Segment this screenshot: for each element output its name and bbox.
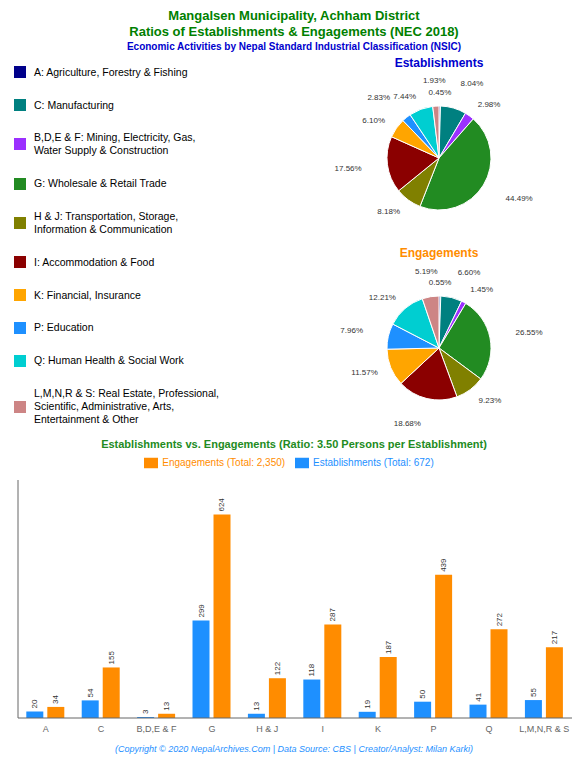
svg-text:P: P (430, 724, 436, 734)
html-text:P: Education: P: Education (34, 321, 94, 334)
svg-text:6.60%: 6.60% (458, 268, 481, 277)
svg-text:13: 13 (252, 701, 261, 710)
svg-text:34: 34 (51, 694, 60, 703)
svg-text:2.83%: 2.83% (367, 93, 390, 102)
svg-text:1.93%: 1.93% (423, 76, 446, 85)
svg-text:287: 287 (328, 608, 337, 622)
svg-text:Q: Q (485, 724, 492, 734)
svg-text:7.96%: 7.96% (340, 326, 363, 335)
svg-text:12.21%: 12.21% (369, 293, 396, 302)
svg-text:5.19%: 5.19% (415, 267, 438, 276)
svg-text:122: 122 (273, 661, 282, 675)
html-text:Engagements (Total: 2,350): Engagements (Total: 2,350) (162, 456, 286, 468)
html-text:Engagements: Engagements (399, 246, 479, 260)
html-text:Establishments (Total: 672): Establishments (Total: 672) (313, 456, 434, 468)
html-text:Establishments: Establishments (394, 56, 484, 70)
svg-text:299: 299 (197, 604, 206, 618)
svg-text:11.57%: 11.57% (351, 368, 378, 377)
html-text:L,M,N,R & S: Real Estate, Prof: L,M,N,R & S: Real Estate, Professional, … (34, 387, 219, 426)
svg-text:2.98%: 2.98% (478, 100, 501, 109)
svg-text:0.55%: 0.55% (429, 278, 452, 287)
svg-text:55: 55 (529, 688, 538, 697)
svg-text:C: C (98, 724, 105, 734)
svg-text:217: 217 (550, 630, 559, 644)
svg-text:3: 3 (141, 709, 150, 714)
svg-text:44.49%: 44.49% (506, 194, 533, 203)
html-text:A: Agriculture, Forestry & Fis: A: Agriculture, Forestry & Fishing (34, 65, 188, 78)
html-text:Mangalsen Municipality, Achham: Mangalsen Municipality, Achham District (168, 8, 420, 23)
html-text:C: Manufacturing: C: Manufacturing (34, 98, 114, 111)
html-text:Q: Human Health & Social Work: Q: Human Health & Social Work (34, 354, 184, 367)
svg-text:8.04%: 8.04% (461, 79, 484, 88)
svg-text:6.10%: 6.10% (362, 116, 385, 125)
html-text:Establishments vs. Engagements: Establishments vs. Engagements (Ratio: 3… (101, 438, 487, 450)
html-text:Economic Activities by Nepal S: Economic Activities by Nepal Standard In… (126, 41, 462, 52)
svg-text:7.44%: 7.44% (393, 92, 416, 101)
svg-text:K: K (375, 724, 381, 734)
svg-text:H & J: H & J (256, 724, 278, 734)
svg-text:I: I (321, 724, 324, 734)
svg-text:54: 54 (86, 688, 95, 697)
svg-text:8.18%: 8.18% (377, 207, 400, 216)
svg-text:17.56%: 17.56% (335, 164, 362, 173)
html-text:Ratios of Establishments & Eng: Ratios of Establishments & Engagements (… (129, 24, 459, 39)
html-text:I: Accommodation & Food: I: Accommodation & Food (34, 255, 155, 268)
svg-text:G: G (208, 724, 215, 734)
svg-text:A: A (43, 724, 49, 734)
svg-text:0.45%: 0.45% (429, 88, 452, 97)
svg-text:187: 187 (384, 640, 393, 654)
svg-text:118: 118 (307, 663, 316, 676)
svg-text:26.55%: 26.55% (516, 328, 543, 337)
svg-text:B,D,E & F: B,D,E & F (136, 724, 177, 734)
svg-text:L,M,N,R & S: L,M,N,R & S (519, 724, 569, 734)
svg-text:155: 155 (107, 651, 116, 665)
html-text:B,D,E & F: Mining, Electricity: B,D,E & F: Mining, Electricity, Gas, Wat… (34, 131, 196, 157)
html-text:(Copyright © 2020 NepalArchive: (Copyright © 2020 NepalArchives.Com | Da… (115, 744, 473, 754)
svg-text:19: 19 (363, 699, 372, 708)
svg-text:272: 272 (495, 612, 504, 626)
html-text:H & J: Transportation, Storage: H & J: Transportation, Storage, Informat… (34, 210, 179, 236)
svg-text:624: 624 (218, 498, 227, 512)
svg-text:439: 439 (439, 558, 448, 572)
html-text:K: Financial, Insurance: K: Financial, Insurance (34, 288, 141, 301)
svg-text:13: 13 (162, 701, 171, 710)
svg-text:50: 50 (418, 689, 427, 698)
svg-text:18.68%: 18.68% (394, 419, 421, 428)
svg-text:41: 41 (474, 692, 483, 701)
svg-text:9.23%: 9.23% (479, 396, 502, 405)
svg-text:20: 20 (30, 699, 39, 708)
svg-text:1.45%: 1.45% (470, 285, 493, 294)
html-text:G: Wholesale & Retail Trade: G: Wholesale & Retail Trade (34, 177, 167, 190)
